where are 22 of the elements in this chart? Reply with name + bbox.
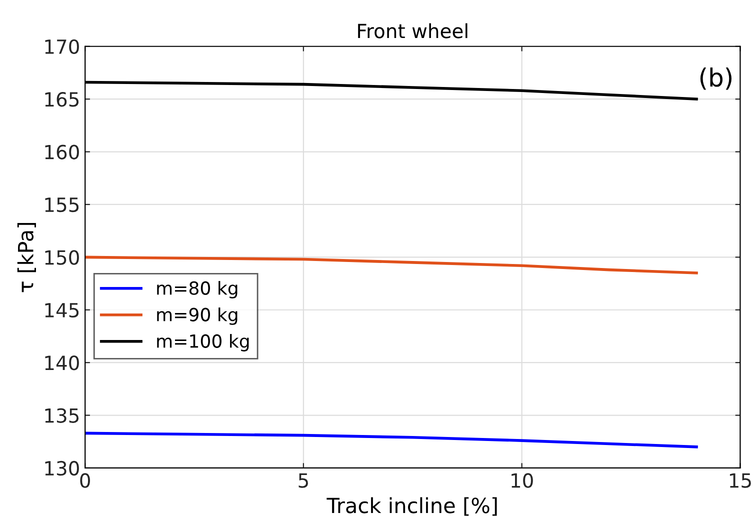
annotation: (b) xyxy=(700,67,732,90)
line-series xyxy=(85,432,698,448)
y-axis-title: τ [kPa] xyxy=(17,223,36,292)
chart-title: Front wheel xyxy=(358,23,468,38)
y-tick-label: 145 xyxy=(45,303,79,318)
x-axis-title: Track incline [%] xyxy=(326,497,497,516)
y-tick-label: 165 xyxy=(45,92,79,107)
y-tick-label: 135 xyxy=(45,408,79,423)
legend-label: m=80 kg xyxy=(157,280,238,298)
legend-label: m=90 kg xyxy=(157,307,238,325)
x-tick-label: 10 xyxy=(512,473,533,488)
x-tick-label: 0 xyxy=(80,473,90,488)
y-tick-label: 155 xyxy=(45,198,79,212)
y-tick-label: 170 xyxy=(45,39,79,54)
line-series xyxy=(85,256,698,274)
legend-label: m=100 kg xyxy=(157,334,249,352)
y-tick-label: 160 xyxy=(45,144,79,160)
x-tick-label: 5 xyxy=(298,473,308,488)
y-tick-label: 130 xyxy=(45,460,79,476)
y-tick-label: 140 xyxy=(45,356,79,370)
x-tick-label: 15 xyxy=(730,473,751,488)
y-tick-label: 150 xyxy=(45,250,79,265)
